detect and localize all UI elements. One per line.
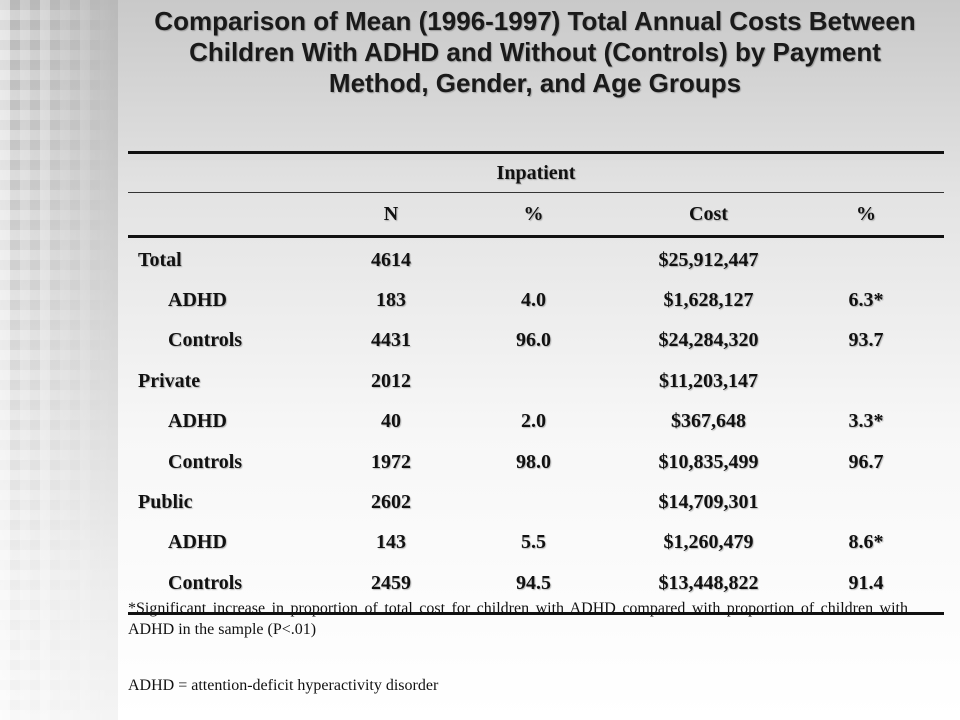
row-label: ADHD <box>168 289 227 312</box>
cell-n: 4614 <box>371 248 411 271</box>
cell-cost: $1,260,479 <box>663 531 754 554</box>
cell-n: 4431 <box>371 329 411 352</box>
row-label: Total <box>138 248 182 271</box>
cell-cost-percent: 3.3* <box>848 410 884 433</box>
cell-n: 143 <box>376 531 406 554</box>
cell-cost: $14,709,301 <box>658 491 759 514</box>
significance-footnote: *Significant increase in proportion of t… <box>128 600 908 638</box>
row-label: Controls <box>168 329 243 352</box>
cell-percent: 96.0 <box>516 329 551 352</box>
column-header-cost: Cost <box>689 202 728 225</box>
cell-n: 2012 <box>371 369 411 392</box>
cell-percent: 5.5 <box>521 531 546 554</box>
slide-title: Comparison of Mean (1996-1997) Total Ann… <box>154 6 916 98</box>
cost-table: Inpatient N % Cost % Total 4614 $25,912,44… <box>128 151 944 615</box>
table-row: Controls 1972 98.0 $10,835,499 96.7 <box>128 442 944 482</box>
cell-cost: $25,912,447 <box>658 248 759 271</box>
cell-cost: $10,835,499 <box>658 450 759 473</box>
row-label: ADHD <box>168 410 227 433</box>
table-body: Total 4614 $25,912,447 ADHD 183 4.0 $1,628,127… <box>128 238 944 615</box>
table-row: Controls 4431 96.0 $24,284,320 93.7 <box>128 321 944 361</box>
table-row: ADHD 143 5.5 $1,260,479 8.6* <box>128 523 944 563</box>
cell-cost: $1,628,127 <box>663 289 754 312</box>
cell-cost: $11,203,147 <box>659 369 758 392</box>
row-label: Controls <box>168 571 243 594</box>
row-label: Private <box>138 369 201 392</box>
row-label: Controls <box>168 450 243 473</box>
cell-n: 183 <box>376 289 406 312</box>
table-row: Public 2602 $14,709,301 <box>128 482 944 522</box>
cell-percent: 94.5 <box>516 571 551 594</box>
column-header-cost-percent: % <box>856 202 876 225</box>
cell-n: 2459 <box>371 571 411 594</box>
cell-cost-percent: 93.7 <box>848 329 884 352</box>
row-label: Public <box>138 491 193 514</box>
decorative-square-pattern <box>0 0 118 720</box>
cell-cost-percent: 91.4 <box>848 571 884 594</box>
cell-n: 2602 <box>371 491 411 514</box>
abbreviation-note: ADHD = attention-deficit hyperactivity d… <box>128 677 439 694</box>
column-header-row: N % Cost % <box>128 193 944 238</box>
cell-cost: $24,284,320 <box>658 329 759 352</box>
row-label: ADHD <box>168 531 227 554</box>
cell-cost: $13,448,822 <box>658 571 759 594</box>
group-header-inpatient: Inpatient <box>128 154 944 193</box>
cell-percent: 4.0 <box>521 289 546 312</box>
cell-n: 1972 <box>371 450 411 473</box>
table-row: Private 2012 $11,203,147 <box>128 361 944 401</box>
table-row: ADHD 183 4.0 $1,628,127 6.3* <box>128 280 944 320</box>
table-row: Total 4614 $25,912,447 <box>128 240 944 280</box>
cell-n: 40 <box>381 410 401 433</box>
cell-cost-percent: 6.3* <box>848 289 884 312</box>
cell-cost-percent: 96.7 <box>848 450 884 473</box>
column-header-n: N <box>383 202 399 225</box>
column-header-percent: % <box>523 202 544 225</box>
table-row: ADHD 40 2.0 $367,648 3.3* <box>128 402 944 442</box>
cell-cost-percent: 8.6* <box>848 531 884 554</box>
table-row: Controls 2459 94.5 $13,448,822 91.4 <box>128 563 944 603</box>
cell-percent: 2.0 <box>521 410 546 433</box>
cell-cost: $367,648 <box>671 410 746 433</box>
cell-percent: 98.0 <box>516 450 551 473</box>
